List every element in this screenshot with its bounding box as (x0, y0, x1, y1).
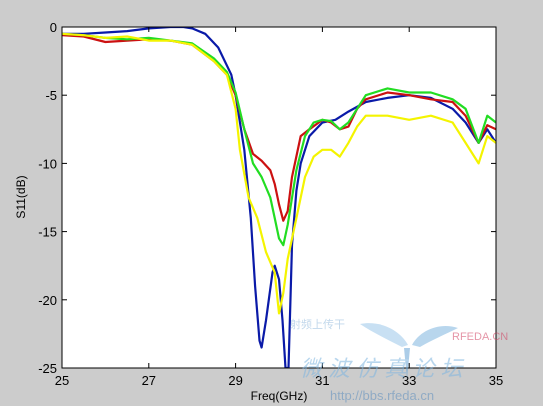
watermark-tagline: 射频上传干 (290, 317, 345, 331)
x-tick-label: 27 (142, 373, 156, 388)
x-tick-label: 31 (315, 373, 329, 388)
y-tick-label: -15 (38, 225, 57, 240)
series-line-1 (62, 27, 496, 368)
y-tick-label: -10 (38, 156, 57, 171)
watermark-brand: RFEDA.CN (452, 331, 508, 343)
plot-area (62, 27, 496, 368)
axes-layer: 25 27 29 31 33 35 0 -5 -10 -15 -20 -25 (38, 20, 503, 388)
y-tick-label: -20 (38, 293, 57, 308)
x-tick-label: 35 (489, 373, 503, 388)
y-axis-title: S11(dB) (14, 175, 28, 218)
y-tick-label: -25 (38, 361, 57, 376)
watermark-url: http://bbs.rfeda.cn (330, 388, 434, 403)
watermark: 射频上传干 RFEDA.CN 微 波 仿 真 论 坛 http://bbs.rf… (290, 317, 508, 403)
y-tick-label: 0 (50, 20, 57, 35)
axes-frame (61, 26, 497, 369)
series-line-4 (62, 32, 496, 315)
watermark-subtitle: 微 波 仿 真 论 坛 (300, 356, 465, 381)
series-layer (62, 27, 496, 368)
x-axis-title: Freq(GHz) (251, 389, 308, 403)
x-tick-label: 25 (55, 373, 69, 388)
x-tick-label: 29 (228, 373, 242, 388)
x-tick-label: 33 (402, 373, 416, 388)
y-tick-label: -5 (45, 88, 57, 103)
watermark-logo-icon (360, 323, 458, 380)
